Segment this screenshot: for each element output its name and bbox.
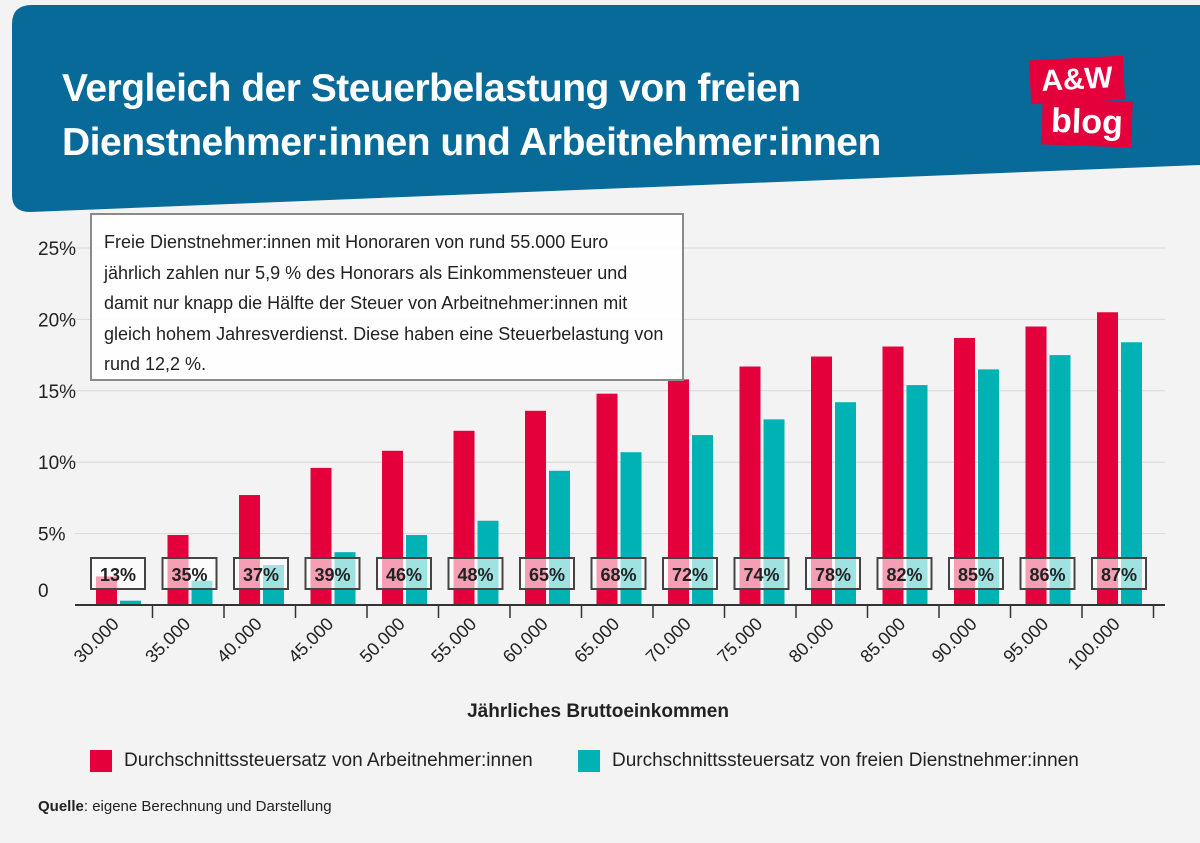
legend-swatch-teal xyxy=(578,750,600,772)
y-tick-label: 10% xyxy=(38,453,76,474)
x-tick-label: 75.000 xyxy=(713,614,766,667)
ratio-label-box xyxy=(304,557,361,590)
ratio-label: 82% xyxy=(886,565,922,585)
source-note: Quelle: eigene Berechnung und Darstellun… xyxy=(38,798,332,815)
x-tick-label: 65.000 xyxy=(570,614,623,667)
legend-label-freelancers: Durchschnittssteuersatz von freien Diens… xyxy=(612,750,1079,771)
bar-freelancers xyxy=(1049,355,1071,605)
ratio-label: 86% xyxy=(1029,565,1065,585)
legend-item-employees: Durchschnittssteuersatz von Arbeitnehmer… xyxy=(90,750,533,772)
ratio-label-box xyxy=(90,557,146,590)
ratio-label: 46% xyxy=(386,565,422,585)
header-banner xyxy=(12,5,1200,212)
ratio-label: 68% xyxy=(600,565,636,585)
x-tick-label: 60.000 xyxy=(499,614,552,667)
ratio-label-box xyxy=(447,557,504,590)
bar-freelancers xyxy=(1121,342,1142,605)
x-tick-label: 70.000 xyxy=(642,614,695,667)
y-tick-label: 25% xyxy=(38,239,76,260)
x-tick-label: 35.000 xyxy=(141,614,194,667)
ratio-label-box xyxy=(519,557,575,590)
page-title: Vergleich der Steuerbelastung von freien… xyxy=(62,62,962,170)
ratio-label: 72% xyxy=(672,565,708,585)
y-tick-label: 15% xyxy=(38,382,76,403)
legend-swatch-red xyxy=(90,750,112,772)
ratio-label-box xyxy=(1091,557,1147,590)
ratio-label-box xyxy=(161,557,218,590)
x-tick-label: 95.000 xyxy=(999,614,1052,667)
bar-employees xyxy=(882,346,904,605)
y-tick-label: 20% xyxy=(38,310,76,331)
x-tick-label: 40.000 xyxy=(213,614,266,667)
y-tick-label: 0 xyxy=(38,581,49,602)
x-tick-label: 55.000 xyxy=(427,614,480,667)
bar-employees xyxy=(954,337,975,605)
bar-employees xyxy=(1097,312,1118,605)
x-tick-label: 85.000 xyxy=(856,614,909,667)
x-tick-label: 50.000 xyxy=(356,614,409,667)
ratio-label: 65% xyxy=(529,565,565,585)
ratio-label: 74% xyxy=(743,565,779,585)
bar-freelancers xyxy=(978,369,999,605)
ratio-label-box xyxy=(233,557,289,590)
ratio-label-box xyxy=(805,557,861,590)
annotation-box: Freie Dienstnehmer:innen mit Honoraren v… xyxy=(90,213,684,381)
ratio-label-box xyxy=(733,557,790,590)
ratio-label-box xyxy=(876,557,933,590)
x-tick-label: 80.000 xyxy=(785,614,838,667)
ratio-label: 48% xyxy=(457,565,493,585)
bar-freelancers xyxy=(835,402,856,605)
x-tick-label: 90.000 xyxy=(928,614,981,667)
legend-label-employees: Durchschnittssteuersatz von Arbeitnehmer… xyxy=(124,750,533,771)
bar-employees xyxy=(1025,326,1047,605)
title-line-2: Dienstnehmer:innen und Arbeitnehmer:inne… xyxy=(62,121,881,164)
ratio-label: 87% xyxy=(1101,565,1137,585)
ratio-label-box xyxy=(662,557,718,590)
ratio-label: 85% xyxy=(958,565,994,585)
y-tick-label: 5% xyxy=(38,525,66,546)
bar-employees xyxy=(525,410,546,605)
source-text: : eigene Berechnung und Darstellung xyxy=(83,798,332,815)
ratio-label-box xyxy=(1019,557,1076,590)
bar-employees xyxy=(811,356,832,605)
bar-freelancers xyxy=(906,385,928,605)
x-tick-label: 30.000 xyxy=(70,614,123,667)
title-line-1: Vergleich der Steuerbelastung von freien xyxy=(62,67,801,110)
source-label: Quelle xyxy=(38,798,84,815)
bar-employees xyxy=(739,366,761,605)
bar-employees xyxy=(596,393,618,605)
ratio-label: 13% xyxy=(100,565,136,585)
legend-item-freelancers: Durchschnittssteuersatz von freien Diens… xyxy=(578,750,1079,772)
ratio-label: 78% xyxy=(815,565,851,585)
bar-freelancers xyxy=(120,600,141,605)
ratio-label-box xyxy=(948,557,1004,590)
ratio-label: 35% xyxy=(171,565,207,585)
x-tick-label: 45.000 xyxy=(284,614,337,667)
x-axis-label: Jährliches Bruttoeinkommen xyxy=(467,701,729,722)
ratio-label: 39% xyxy=(314,565,350,585)
ratio-label-box xyxy=(590,557,647,590)
ratio-label: 37% xyxy=(243,565,279,585)
ratio-label-box xyxy=(376,557,432,590)
bar-employees xyxy=(668,379,689,605)
x-tick-label: 100.000 xyxy=(1064,614,1124,674)
